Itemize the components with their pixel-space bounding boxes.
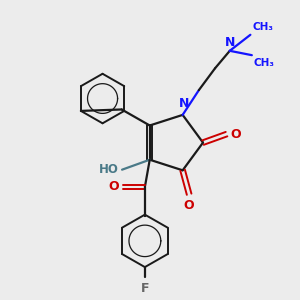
Text: CH₃: CH₃ (252, 22, 273, 32)
Text: F: F (141, 282, 149, 295)
Text: N: N (225, 36, 235, 50)
Text: O: O (109, 181, 119, 194)
Text: O: O (184, 200, 194, 212)
Text: CH₃: CH₃ (254, 58, 275, 68)
Text: O: O (230, 128, 241, 141)
Text: HO: HO (99, 163, 119, 176)
Text: N: N (179, 97, 189, 110)
